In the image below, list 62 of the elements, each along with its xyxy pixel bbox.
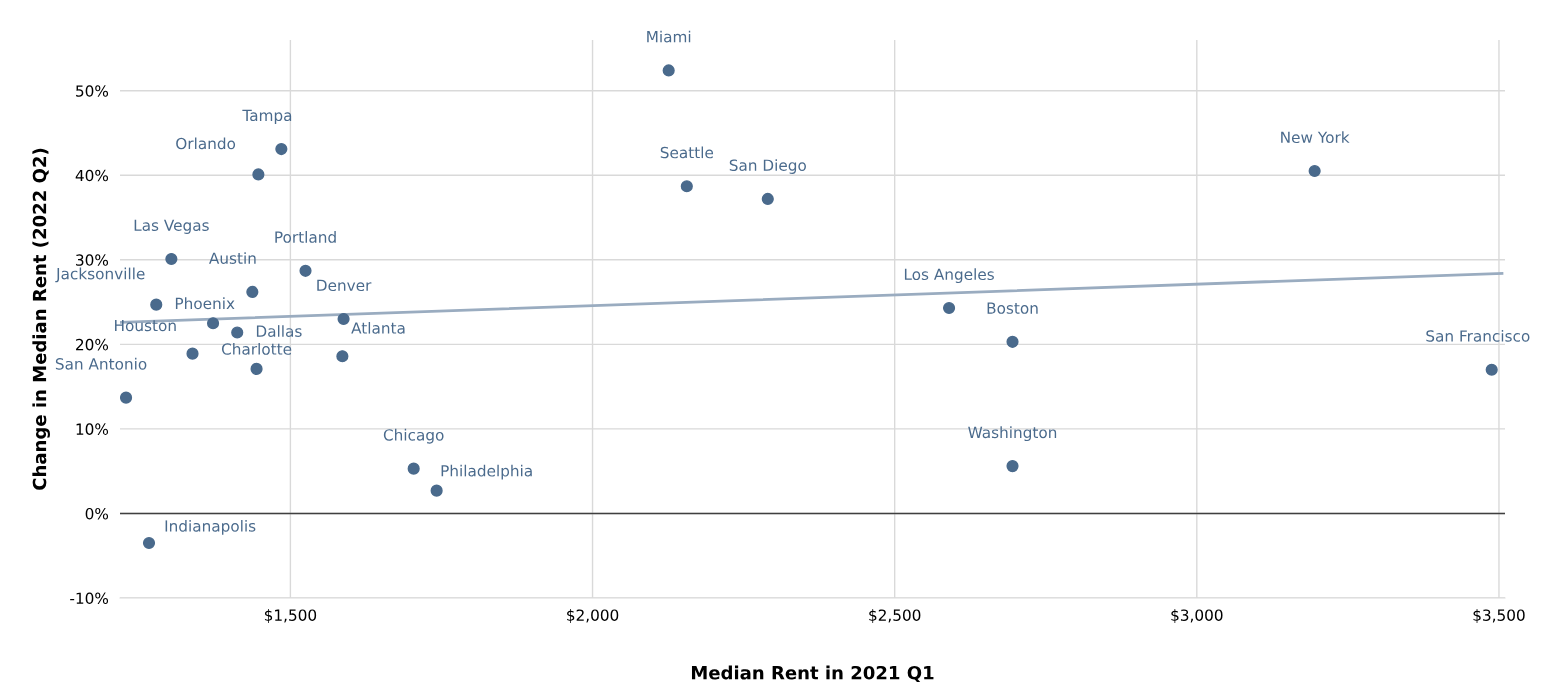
point: [337, 312, 350, 326]
x-tick-label: $2,000: [567, 609, 619, 623]
x-axis-title: Median Rent in 2021 Q1: [691, 665, 934, 682]
point: [275, 142, 288, 156]
y-tick-label: 10%: [76, 423, 109, 435]
annotation: Phoenix: [175, 297, 235, 310]
y-tick-label: -10%: [70, 592, 109, 605]
point: [336, 350, 349, 363]
point: [231, 326, 244, 339]
annotation: Indianapolis: [165, 519, 256, 535]
point: [430, 484, 443, 497]
y-tick-label: 40%: [75, 169, 109, 182]
x-tick-label: $3,500: [1473, 609, 1525, 623]
annotation: Boston: [987, 302, 1038, 314]
point: [1006, 335, 1019, 348]
point: [246, 285, 259, 299]
point: [1006, 460, 1019, 473]
annotation: Atlanta: [351, 321, 405, 334]
annotation: Dallas: [256, 325, 302, 337]
x-tick-label: $1,500: [264, 609, 317, 623]
point: [407, 462, 420, 475]
point: [250, 362, 263, 375]
annotation: San Francisco: [1426, 329, 1530, 342]
annotation: Philadelphia: [441, 464, 532, 480]
point: [662, 64, 675, 77]
annotation: San Antonio: [55, 357, 147, 370]
annotation: Portland: [275, 231, 336, 243]
annotation: Tampa: [242, 109, 292, 125]
point: [942, 301, 956, 315]
annotation: Orlando: [176, 137, 236, 150]
y-tick-label: 30%: [76, 254, 109, 266]
annotation: Miami: [647, 30, 691, 43]
annotation: Chicago: [383, 428, 444, 444]
annotation: Seattle: [660, 146, 714, 159]
point: [142, 536, 156, 550]
point: [206, 317, 220, 330]
annotation: Los Angeles: [904, 268, 994, 284]
point: [150, 298, 163, 311]
annotation: Las Vegas: [134, 219, 209, 234]
annotation: Austin: [209, 252, 256, 264]
annotation: Houston: [115, 319, 176, 332]
point: [761, 192, 774, 206]
annotation: Charlotte: [221, 342, 292, 355]
annotation: San Diego: [729, 159, 806, 174]
annotation: New York: [1281, 131, 1350, 144]
point: [165, 252, 178, 266]
y-tick-label: 0%: [85, 507, 109, 520]
point: [680, 180, 693, 193]
point: [299, 264, 312, 277]
annotation: Washington: [968, 426, 1057, 442]
point: [120, 391, 133, 404]
point: [1485, 363, 1498, 376]
x-tick-label: $2,500: [869, 609, 921, 623]
y-tick-label: 20%: [76, 338, 109, 351]
y-axis-title: Change in Median Rent (2022 Q2): [32, 148, 50, 490]
point: [252, 168, 265, 181]
y-tick-label: 50%: [76, 85, 109, 97]
annotation: Denver: [317, 279, 372, 292]
x-tick-label: $3,000: [1171, 609, 1223, 623]
annotation: Jacksonville: [55, 267, 145, 283]
point: [186, 347, 199, 360]
point: [1308, 164, 1321, 178]
